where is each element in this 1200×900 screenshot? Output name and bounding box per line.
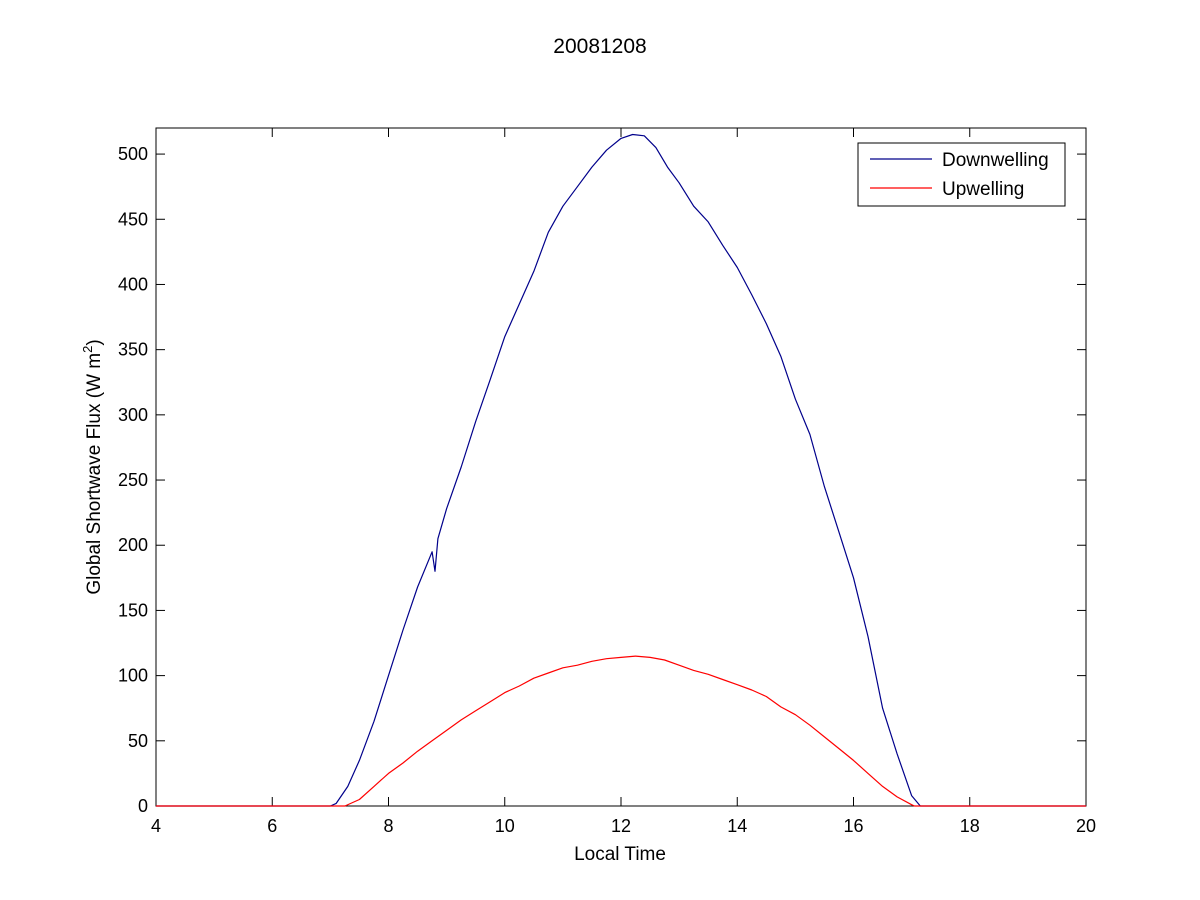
y-tick-label: 100 bbox=[118, 666, 148, 686]
series-line-downwelling bbox=[156, 133, 1086, 807]
y-tick-label: 400 bbox=[118, 274, 148, 294]
y-tick-label: 500 bbox=[118, 144, 148, 164]
y-axis-title-superscript: 2 bbox=[80, 346, 95, 353]
y-tick-label: 250 bbox=[118, 470, 148, 490]
x-tick-label: 4 bbox=[151, 816, 161, 836]
x-tick-label: 18 bbox=[960, 816, 980, 836]
y-tick-label: 350 bbox=[118, 340, 148, 360]
x-tick-label: 8 bbox=[383, 816, 393, 836]
series-layer bbox=[156, 133, 1086, 807]
series-line-upwelling bbox=[156, 655, 1086, 807]
legend: Downwelling Upwelling bbox=[857, 142, 1066, 207]
y-tick-label: 200 bbox=[118, 535, 148, 555]
y-tick-label: 450 bbox=[118, 209, 148, 229]
y-axis-title-base: Global Shortwave Flux (W m bbox=[84, 353, 105, 595]
x-tick-label: 12 bbox=[611, 816, 631, 836]
x-axis-title: Local Time bbox=[574, 844, 666, 865]
legend-box bbox=[857, 142, 1066, 207]
y-axis-title: Global Shortwave Flux (W m2) bbox=[80, 339, 105, 594]
x-tick-label: 10 bbox=[495, 816, 515, 836]
y-tick-label: 50 bbox=[128, 731, 148, 751]
plot-area bbox=[155, 127, 1087, 807]
x-tick-label: 20 bbox=[1076, 816, 1096, 836]
x-tick-label: 6 bbox=[267, 816, 277, 836]
y-axis-title-close: ) bbox=[84, 339, 105, 345]
y-axis: 0 50 100 150 200 250 300 350 400 450 500 bbox=[118, 144, 1086, 816]
legend-label-downwelling: Downwelling bbox=[942, 150, 1049, 171]
legend-label-upwelling: Upwelling bbox=[942, 179, 1024, 200]
chart-title: 20081208 bbox=[553, 35, 646, 58]
x-tick-label: 14 bbox=[727, 816, 747, 836]
y-tick-label: 300 bbox=[118, 405, 148, 425]
x-axis: 4 6 8 10 12 14 16 18 20 bbox=[151, 128, 1096, 836]
y-tick-label: 0 bbox=[138, 796, 148, 816]
y-tick-label: 150 bbox=[118, 600, 148, 620]
x-tick-label: 16 bbox=[843, 816, 863, 836]
